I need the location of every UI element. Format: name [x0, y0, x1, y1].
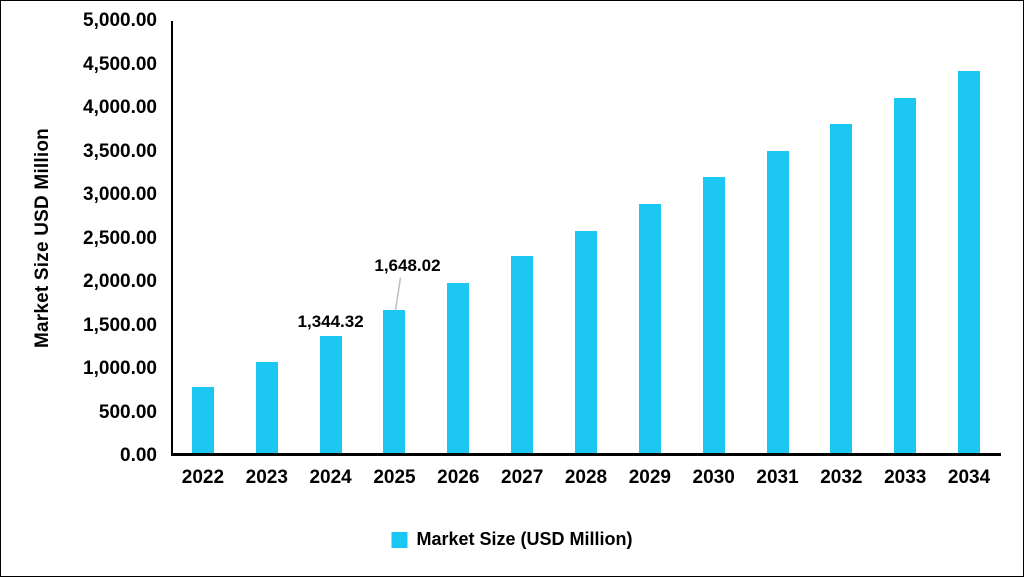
data-label-2024: 1,344.32: [297, 312, 364, 332]
y-tick-label: 3,000.00: [83, 184, 157, 205]
bar-2027: [511, 255, 534, 453]
data-label-2025: 1,648.02: [374, 255, 441, 275]
plot-area: [171, 21, 1001, 456]
bar-2034: [958, 70, 981, 453]
x-tick-label: 2025: [373, 467, 416, 488]
x-axis-tick-labels: 2022 2023 2024 2025 2026 2027 2028 2029 2030 2031…: [1, 466, 1023, 496]
x-tick-label: 2032: [820, 467, 863, 488]
y-tick-label: 500.00: [98, 401, 157, 423]
x-tick-label: 2028: [564, 467, 608, 488]
x-tick-label: 2033: [884, 467, 927, 488]
x-tick-label: 2022: [181, 467, 225, 488]
legend: Market Size (USD Million): [391, 529, 633, 550]
y-tick-label: 1,500.00: [83, 314, 157, 336]
x-tick-label: 2034: [947, 467, 991, 488]
x-tick-label: 2029: [628, 467, 671, 488]
x-tick-label: 2030: [692, 467, 735, 488]
x-tick-label: 2026: [437, 467, 480, 488]
x-tick-label: 2024: [309, 467, 352, 488]
y-tick-label: 0.00: [120, 445, 157, 466]
legend-label: Market Size (USD Million): [416, 529, 633, 549]
y-tick-label: 4,500.00: [83, 53, 157, 75]
y-tick-label: 1,000.00: [83, 358, 157, 379]
bar-2023: [255, 362, 278, 453]
y-tick-label: 5,000.00: [83, 10, 157, 31]
y-axis-tick-labels: 0.00 500.00 1,000.00 1,500.00 2,000.00 2,500.…: [1, 1, 157, 576]
bar-2029: [638, 203, 661, 453]
y-tick-label: 2,000.00: [83, 271, 157, 292]
bar-2025: [383, 309, 406, 453]
bar-2028: [575, 230, 597, 453]
bar-2031: [766, 150, 789, 453]
bar-2024: [319, 336, 342, 453]
bar-2033: [894, 98, 917, 453]
bar-2022: [191, 387, 214, 453]
legend-swatch: [391, 531, 408, 548]
y-tick-label: 3,500.00: [83, 140, 157, 162]
bar-2030: [702, 177, 725, 453]
x-tick-label: 2031: [756, 467, 799, 488]
y-tick-label: 2,500.00: [83, 227, 157, 249]
bar-2026: [447, 282, 470, 453]
y-tick-label: 4,000.00: [83, 97, 157, 118]
x-tick-label: 2027: [501, 467, 544, 488]
x-tick-label: 2023: [245, 467, 288, 488]
bar-2032: [830, 124, 853, 453]
